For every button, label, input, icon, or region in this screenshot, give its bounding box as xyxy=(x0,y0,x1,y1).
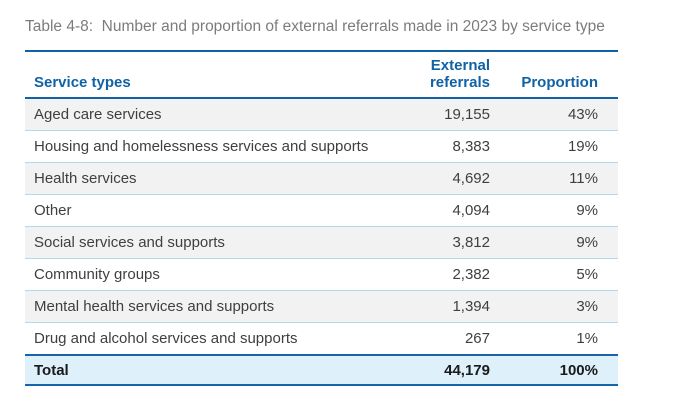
table-caption: Table 4-8: Number and proportion of exte… xyxy=(25,18,605,35)
proportion-cell: 5% xyxy=(490,258,618,291)
table-row: Mental health services and supports 1,39… xyxy=(25,290,618,323)
table-row: Other 4,094 9% xyxy=(25,194,618,227)
proportion-cell: 9% xyxy=(490,194,618,227)
page: Table 4-8: Number and proportion of exte… xyxy=(25,18,618,386)
proportion-cell: 43% xyxy=(490,98,618,131)
table-body: Aged care services 19,155 43% Housing an… xyxy=(25,98,618,356)
service-type-cell: Housing and homelessness services and su… xyxy=(25,130,386,163)
proportion-cell: 9% xyxy=(490,226,618,259)
total-label: Total xyxy=(25,354,386,386)
referrals-cell: 267 xyxy=(386,322,490,356)
referrals-cell: 2,382 xyxy=(386,258,490,291)
table-row: Aged care services 19,155 43% xyxy=(25,98,618,131)
column-header-proportion: Proportion xyxy=(490,50,618,99)
total-row: Total 44,179 100% xyxy=(25,354,618,386)
proportion-cell: 3% xyxy=(490,290,618,323)
referrals-cell: 1,394 xyxy=(386,290,490,323)
table-row: Social services and supports 3,812 9% xyxy=(25,226,618,259)
total-referrals-value: 44,179 xyxy=(386,354,490,386)
referrals-cell: 3,812 xyxy=(386,226,490,259)
table-row: Community groups 2,382 5% xyxy=(25,258,618,291)
table-row: Drug and alcohol services and supports 2… xyxy=(25,322,618,356)
service-type-cell: Health services xyxy=(25,162,386,195)
referrals-cell: 19,155 xyxy=(386,98,490,131)
service-type-cell: Drug and alcohol services and supports xyxy=(25,322,386,356)
service-type-cell: Aged care services xyxy=(25,98,386,131)
referrals-cell: 8,383 xyxy=(386,130,490,163)
column-header-service-types: Service types xyxy=(25,50,386,99)
service-type-cell: Mental health services and supports xyxy=(25,290,386,323)
table-row: Health services 4,692 11% xyxy=(25,162,618,195)
proportion-cell: 19% xyxy=(490,130,618,163)
table-header: Service types External referrals Proport… xyxy=(25,50,618,99)
header-row: Service types External referrals Proport… xyxy=(25,50,618,99)
proportion-cell: 11% xyxy=(490,162,618,195)
total-proportion-value: 100% xyxy=(490,354,618,386)
referrals-table: Service types External referrals Proport… xyxy=(25,50,618,386)
table-row: Housing and homelessness services and su… xyxy=(25,130,618,163)
column-header-external-referrals: External referrals xyxy=(386,50,490,99)
service-type-cell: Social services and supports xyxy=(25,226,386,259)
referrals-cell: 4,094 xyxy=(386,194,490,227)
service-type-cell: Community groups xyxy=(25,258,386,291)
proportion-cell: 1% xyxy=(490,322,618,356)
service-type-cell: Other xyxy=(25,194,386,227)
table-footer: Total 44,179 100% xyxy=(25,354,618,386)
referrals-cell: 4,692 xyxy=(386,162,490,195)
